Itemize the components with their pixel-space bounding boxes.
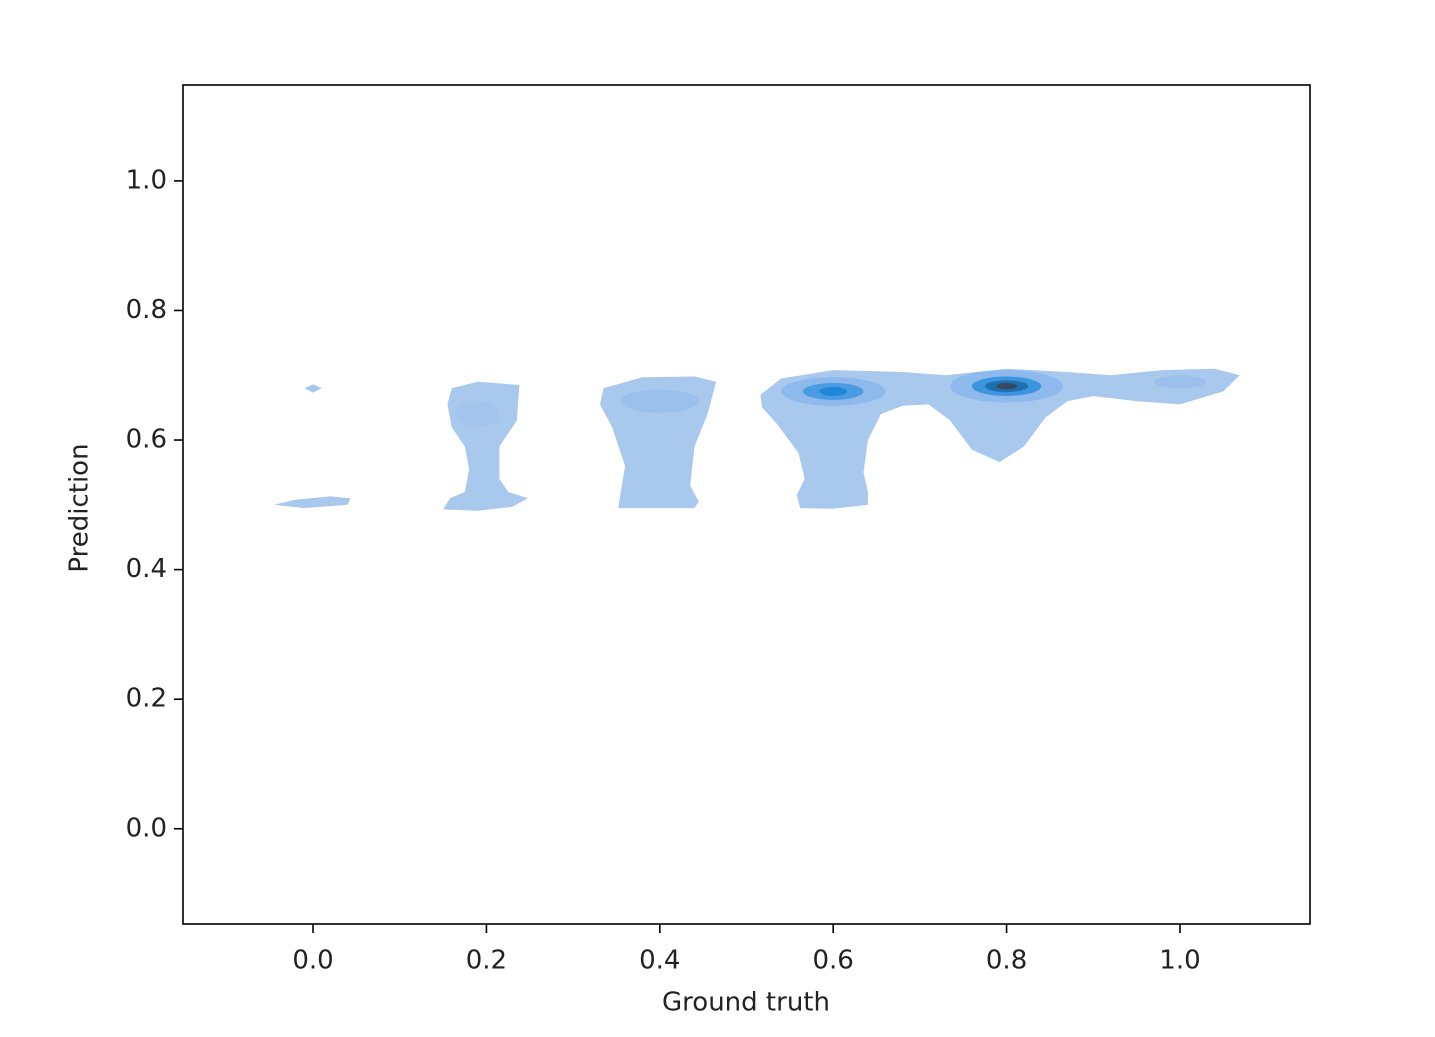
- y-tick-label: 0.4: [126, 554, 167, 584]
- density-region: [760, 368, 1240, 509]
- x-tick-label: 1.0: [1159, 946, 1200, 976]
- y-tick-label: 0.8: [126, 295, 167, 325]
- x-tick-label: 0.0: [292, 946, 333, 976]
- x-tick-label: 0.2: [466, 946, 507, 976]
- density-level: [620, 389, 699, 413]
- y-axis-label: Prediction: [65, 443, 95, 572]
- density-level: [1153, 375, 1206, 389]
- x-tick-label: 0.6: [813, 946, 854, 976]
- y-tick-label: 0.2: [126, 684, 167, 714]
- y-tick-label: 0.6: [126, 425, 167, 455]
- y-tick-label: 0.0: [126, 813, 167, 843]
- density-region: [304, 384, 322, 393]
- x-tick-label: 0.4: [639, 946, 680, 976]
- density-level: [996, 383, 1017, 390]
- density-level: [819, 386, 848, 396]
- x-axis-label: Ground truth: [662, 988, 830, 1018]
- density-region: [443, 381, 528, 511]
- plot-frame: [182, 84, 1311, 925]
- density-level: [456, 401, 500, 428]
- y-tick-label: 1.0: [126, 165, 167, 195]
- x-tick-label: 0.8: [986, 946, 1027, 976]
- density-region: [274, 496, 351, 509]
